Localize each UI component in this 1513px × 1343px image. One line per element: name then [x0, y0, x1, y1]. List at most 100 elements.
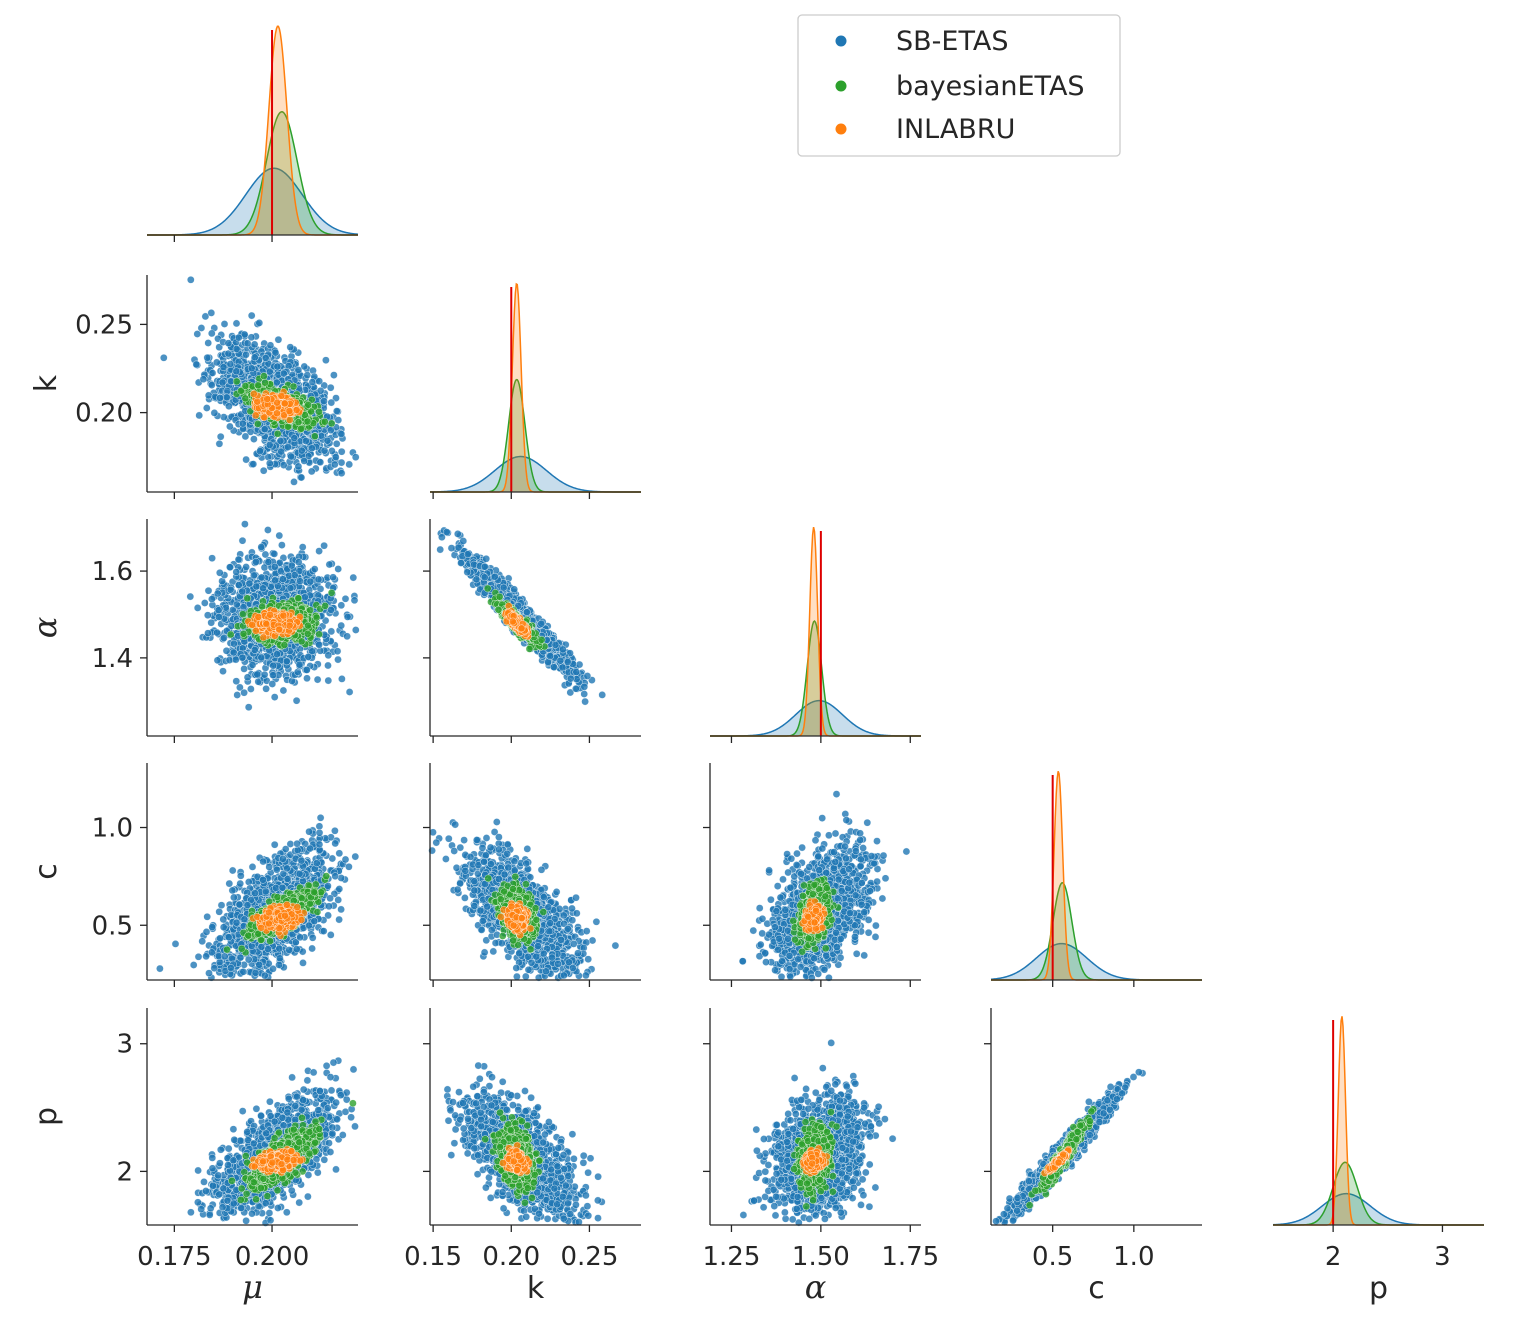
kde-fill-inlabru	[430, 283, 641, 492]
scatter-point	[260, 425, 269, 434]
scatter-point	[330, 371, 338, 379]
scatter-point	[324, 676, 333, 685]
scatter-point	[222, 647, 231, 655]
scatter-point	[303, 417, 312, 426]
scatter-point	[208, 554, 216, 563]
scatter-point	[249, 460, 258, 468]
panel-k-vs-mu: 0.200.25	[75, 275, 360, 499]
scatter-point	[334, 416, 343, 424]
scatter-point	[277, 391, 286, 400]
scatter-point	[337, 447, 346, 456]
scatter-point	[186, 275, 195, 284]
scatter-point	[230, 639, 238, 648]
scatter-point	[327, 589, 336, 597]
scatter-point	[253, 397, 262, 406]
scatter-point	[315, 407, 323, 416]
scatter-point	[306, 577, 315, 586]
scatter-point	[273, 362, 282, 371]
scatter-point	[324, 661, 332, 670]
scatter-point	[286, 584, 295, 592]
scatter-point	[296, 577, 304, 586]
scatter-point	[256, 447, 264, 455]
scatter-point	[232, 377, 241, 386]
scatter-point	[326, 383, 335, 392]
scatter-point	[302, 437, 310, 445]
scatter-point	[203, 611, 212, 620]
scatter-point	[262, 685, 270, 693]
scatter-point	[315, 630, 323, 639]
scatter-point	[279, 686, 288, 695]
scatter-point	[292, 696, 301, 705]
scatter-point	[232, 568, 241, 576]
scatter-point	[269, 661, 278, 670]
scatter-point	[238, 653, 247, 662]
scatter-point	[244, 703, 253, 712]
scatter-point	[345, 688, 354, 696]
scatter-point	[208, 369, 217, 377]
scatter-point	[216, 432, 225, 441]
scatter-point	[234, 333, 243, 342]
scatter-point	[334, 655, 342, 664]
scatter-point	[276, 437, 285, 445]
scatter-point	[241, 382, 250, 390]
scatter-point	[259, 584, 267, 593]
scatter-point	[265, 459, 274, 468]
scatter-point	[294, 462, 303, 471]
scatter-point	[329, 573, 337, 582]
scatter-point	[241, 432, 250, 441]
scatter-point	[261, 354, 270, 362]
scatter-point	[273, 650, 281, 659]
scatter-point	[306, 606, 314, 615]
kde-line-inlabru	[430, 282, 641, 493]
scatter-point	[337, 601, 346, 610]
scatter-point	[200, 599, 209, 607]
scatter-point	[207, 309, 216, 317]
scatter-point	[273, 429, 282, 438]
scatter-point	[265, 441, 274, 449]
scatter-point	[341, 595, 350, 603]
kde-fill-sb-etas	[147, 168, 358, 235]
scatter-point	[219, 413, 228, 421]
scatter-point	[243, 673, 252, 682]
scatter-point	[333, 647, 342, 656]
scatter-point	[278, 541, 286, 549]
scatter-point	[213, 628, 221, 637]
scatter-point	[159, 353, 168, 362]
scatter-point	[303, 371, 312, 379]
scatter-point	[204, 629, 212, 638]
scatter-point	[310, 432, 319, 441]
scatter-point	[247, 685, 255, 693]
scatter-point	[264, 558, 273, 566]
scatter-point	[219, 363, 228, 372]
scatter-point	[213, 656, 222, 665]
scatter-point	[343, 632, 351, 641]
scatter-point	[257, 653, 266, 662]
scatter-point	[297, 446, 306, 455]
scatter-point	[239, 630, 248, 638]
scatter-point	[226, 360, 235, 368]
scatter-point	[207, 329, 216, 338]
scatter-point	[254, 381, 263, 390]
scatter-point	[284, 422, 292, 431]
scatter-point	[320, 446, 329, 455]
scatter-point	[239, 610, 247, 619]
scatter-point	[343, 613, 352, 621]
scatter-point	[337, 469, 346, 478]
scatter-point	[192, 360, 201, 369]
scatter-point	[285, 407, 294, 415]
scatter-point	[240, 665, 248, 673]
scatter-point	[304, 621, 312, 630]
scatter-point	[234, 581, 243, 589]
scatter-point	[253, 670, 262, 679]
scatter-point	[242, 455, 250, 464]
scatter-point	[270, 693, 279, 701]
scatter-point	[322, 356, 330, 365]
scatter-point	[241, 520, 249, 528]
scatter-point	[250, 646, 259, 654]
scatter-point	[315, 377, 324, 386]
scatter-point	[232, 319, 241, 328]
scatter-point	[232, 367, 241, 376]
scatter-point	[270, 563, 279, 571]
scatter-point	[250, 353, 259, 362]
